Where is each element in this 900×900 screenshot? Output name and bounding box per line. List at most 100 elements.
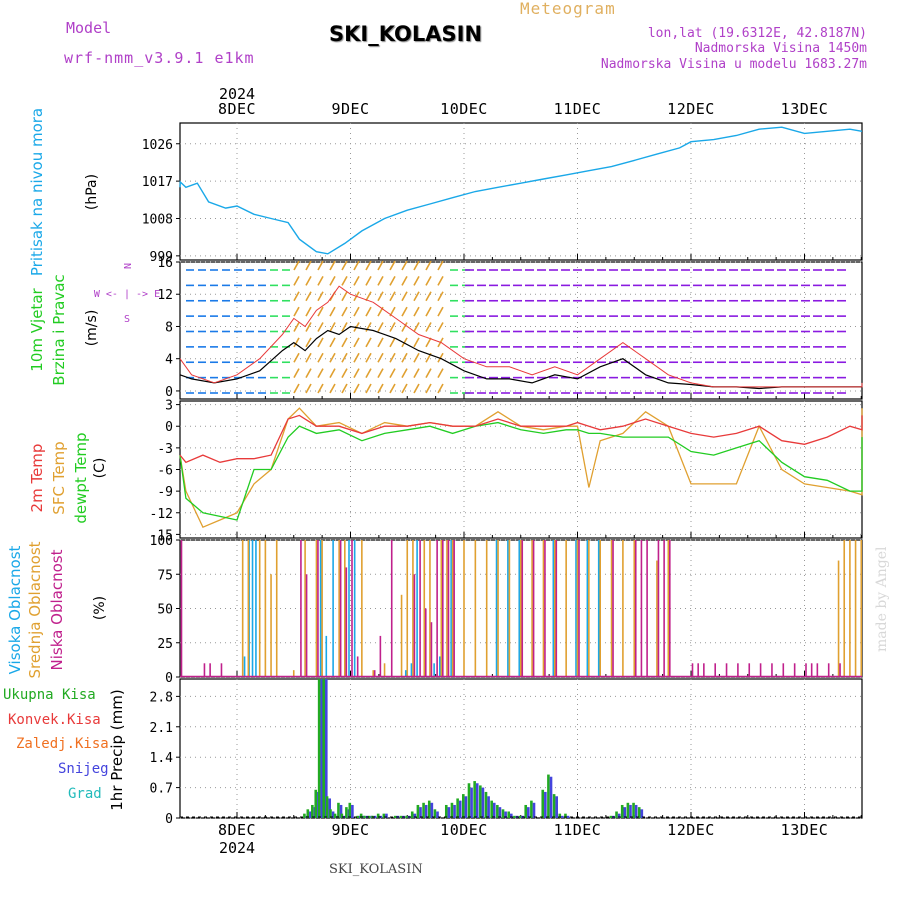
precip-snow-bar [458,800,462,818]
wind-arrow [425,322,432,332]
tick-label-y: 25 [157,637,173,652]
wind-arrow [341,260,348,271]
wind-arrow [437,275,444,286]
day-label-top: 8DEC [218,100,256,118]
tick-label-y: 50 [157,603,173,618]
precip-total-bar [311,804,314,818]
product-label: Meteogram [520,0,616,18]
precip-snow-bar [320,679,324,818]
wind-arrow [329,352,336,363]
panel-frame [179,261,863,400]
wind-arrow [329,337,336,348]
precip-total-bar [484,791,488,818]
panel-frame [179,678,863,819]
tick-label-y: 1026 [142,138,173,153]
precip-snow-bar [339,804,343,818]
wind-arrow [437,352,444,363]
precip-total-bar [382,813,386,818]
precip-total-bar [376,813,380,818]
wind-arrow [329,275,336,286]
precip-snow-bar [413,813,417,818]
wind-arrow [377,291,384,302]
wind-arrow [341,383,348,394]
wind-arrow [425,368,432,379]
wind-arrow [293,306,300,317]
wind-arrow [293,337,300,348]
wind-arrow [389,260,396,271]
wind-arrow [329,306,336,317]
tick-label-y: 16 [157,256,173,271]
day-label-top: 10DEC [440,100,488,118]
ylabel-sfc-temp: SFC Temp [50,441,68,514]
sfc-temp-line [179,407,863,529]
precip-snow-bar [487,796,490,818]
wind-gust-line [179,285,863,388]
wind-arrow [413,368,420,379]
precip-total-bar [632,802,635,818]
precip-total-bar [626,802,630,818]
wind-arrow [413,337,420,348]
wind-arrow [365,260,372,271]
wind-arrow [305,275,312,286]
wind-arrow [377,337,384,348]
wind-arrow [305,337,312,348]
wind-arrow [377,368,384,379]
tick-label-y: 0 [165,385,173,400]
precip-total-bar [306,809,310,818]
legend-snijeg: Snijeg [58,761,109,777]
precip-snow-bar [544,791,547,818]
precip-snow-bar [566,815,570,818]
legend-zaledj-kisa: Zaledj.Kisa [16,736,109,752]
precip-snow-bar [464,796,468,818]
precip-total-bar [467,783,471,818]
precip-snow-bar [430,802,434,818]
ylabel-cloud-high: Visoka Oblacnost [6,545,24,674]
tick-label-y: 1017 [142,175,173,190]
temp2m-line [179,414,863,464]
day-label-top: 9DEC [331,100,369,118]
tick-label-y: 100 [150,534,173,549]
wind-arrow [389,291,396,302]
wind-arrow [317,368,324,379]
wind-arrow [305,368,312,379]
ylabel-wind: 10m Vjetar [28,287,46,371]
precip-total-bar [356,815,360,818]
precip-total-bar [303,813,306,818]
wind-arrow-legend-n: N [123,263,134,269]
tick-label-y: 999 [150,250,173,265]
wind-arrow [425,260,432,271]
wind-arrow [293,291,300,302]
wind-arrow-legend: W <- | -> E [94,289,160,300]
wind-arrow [293,275,300,286]
wind-arrow [293,368,300,379]
tick-label-y: -3 [157,442,173,457]
precip-total-bar [490,800,493,818]
precip-total-bar [615,811,618,818]
wind-arrow [377,275,384,286]
ylabel-cloud-low: Niska Oblacnost [48,549,66,670]
wind-arrow [293,352,300,363]
ylabel-cloud-unit: (%) [92,596,108,620]
precip-total-bar [496,804,499,818]
tick-label-y: 75 [157,568,173,583]
precip-total-bar [513,815,516,818]
tick-label-y: 2.8 [150,690,173,705]
wind-arrow [353,306,360,317]
location-label: lon,lat (19.6312E, 42.8187N) [647,26,867,41]
wind-arrow [341,368,348,379]
precip-total-bar [518,815,522,818]
precip-snow-bar [424,804,428,818]
wind-arrow [317,383,324,394]
precip-total-bar [359,813,363,818]
wind-arrow [317,260,324,271]
wind-arrow [413,260,420,271]
precip-total-bar [410,811,414,818]
precip-total-bar [393,815,397,818]
wind-arrow [317,275,324,286]
day-label-bottom: 11DEC [554,821,602,839]
wind-arrow [401,337,408,348]
day-label-top: 13DEC [781,100,829,118]
wind-arrow [413,383,420,394]
precip-total-bar [450,802,454,818]
